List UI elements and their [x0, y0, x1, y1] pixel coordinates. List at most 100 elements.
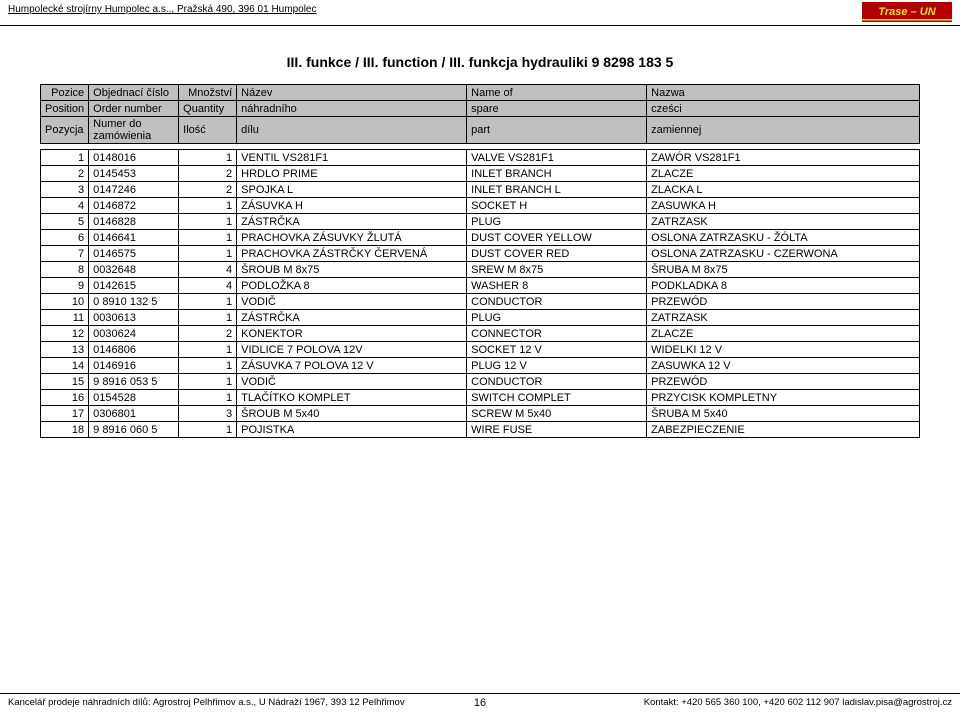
cell-pos: 6 — [41, 230, 89, 246]
cell-order: 0147246 — [89, 182, 179, 198]
page-footer: Kancelář prodeje náhradních dílů: Agrost… — [0, 693, 960, 708]
cell-name-pl: OSLONA ZATRZASKU - ŽÓLTA — [647, 230, 920, 246]
cell-pos: 15 — [41, 374, 89, 390]
table-body: 101480161VENTIL VS281F1VALVE VS281F1ZAWÓ… — [41, 144, 920, 438]
cell-name-en: CONDUCTOR — [467, 374, 647, 390]
cell-qty: 3 — [179, 406, 237, 422]
table-row: 159 8916 053 51VODIČCONDUCTORPRZEWÓD — [41, 374, 920, 390]
cell-name-en: WASHER 8 — [467, 278, 647, 294]
cell-order: 0146575 — [89, 246, 179, 262]
cell-order: 0146872 — [89, 198, 179, 214]
cell-order: 0146806 — [89, 342, 179, 358]
cell-name-pl: PRZEWÓD — [647, 294, 920, 310]
cell-qty: 4 — [179, 278, 237, 294]
cell-qty: 1 — [179, 342, 237, 358]
cell-qty: 1 — [179, 310, 237, 326]
table-row: 901426154PODLOŽKA 8WASHER 8PODKLADKA 8 — [41, 278, 920, 294]
cell-name-pl: OSLONA ZATRZASKU - CZERWONA — [647, 246, 920, 262]
th-pl-2: cześci — [647, 101, 920, 117]
cell-name-pl: PRZYCISK KOMPLETNY — [647, 390, 920, 406]
cell-name-pl: ŠRUBA M 5x40 — [647, 406, 920, 422]
th-pos-1: Pozice — [41, 85, 89, 101]
cell-name-en: INLET BRANCH — [467, 166, 647, 182]
cell-name-cz: SPOJKA L — [237, 182, 467, 198]
cell-name-cz: VENTIL VS281F1 — [237, 150, 467, 166]
cell-name-pl: WIDELKI 12 V — [647, 342, 920, 358]
cell-name-pl: ZASUWKA 12 V — [647, 358, 920, 374]
cell-pos: 12 — [41, 326, 89, 342]
cell-name-en: CONDUCTOR — [467, 294, 647, 310]
cell-pos: 7 — [41, 246, 89, 262]
cell-name-en: SCREW M 5x40 — [467, 406, 647, 422]
th-name-2: náhradního — [237, 101, 467, 117]
cell-name-cz: VIDLICE 7 POLOVA 12V — [237, 342, 467, 358]
cell-name-pl: ZLACKA L — [647, 182, 920, 198]
cell-order: 0146641 — [89, 230, 179, 246]
th-pl-1: Nazwa — [647, 85, 920, 101]
th-qty-1: Množství — [179, 85, 237, 101]
table-row: 301472462SPOJKA LINLET BRANCH LZLACKA L — [41, 182, 920, 198]
cell-name-en: WIRE FUSE — [467, 422, 647, 438]
footer-page-number: 16 — [474, 697, 486, 709]
cell-name-en: PLUG — [467, 310, 647, 326]
cell-order: 0 8910 132 5 — [89, 294, 179, 310]
th-qty-3: Ilość — [179, 117, 237, 144]
th-name-3: dílu — [237, 117, 467, 144]
cell-pos: 4 — [41, 198, 89, 214]
th-en-1: Name of — [467, 85, 647, 101]
cell-pos: 9 — [41, 278, 89, 294]
cell-order: 0032648 — [89, 262, 179, 278]
cell-name-en: CONNECTOR — [467, 326, 647, 342]
cell-qty: 2 — [179, 166, 237, 182]
parts-table: Pozice Objednací číslo Množství Název Na… — [40, 84, 920, 438]
cell-name-cz: PRACHOVKA ZÁSTRČKY ČERVENÁ — [237, 246, 467, 262]
cell-name-en: DUST COVER YELLOW — [467, 230, 647, 246]
table-row: 800326484ŠROUB M 8x75SREW M 8x75ŠRUBA M … — [41, 262, 920, 278]
cell-pos: 5 — [41, 214, 89, 230]
th-name-1: Název — [237, 85, 467, 101]
cell-pos: 17 — [41, 406, 89, 422]
cell-pos: 16 — [41, 390, 89, 406]
cell-name-cz: ŠROUB M 5x40 — [237, 406, 467, 422]
cell-pos: 18 — [41, 422, 89, 438]
cell-order: 0306801 — [89, 406, 179, 422]
cell-order: 0142615 — [89, 278, 179, 294]
cell-order: 0146916 — [89, 358, 179, 374]
th-pos-2: Position — [41, 101, 89, 117]
cell-name-en: INLET BRANCH L — [467, 182, 647, 198]
cell-order: 9 8916 053 5 — [89, 374, 179, 390]
table-row: 401468721ZÁSUVKA HSOCKET HZASUWKA H — [41, 198, 920, 214]
cell-qty: 1 — [179, 246, 237, 262]
th-en-2: spare — [467, 101, 647, 117]
th-ord-1: Objednací číslo — [89, 85, 179, 101]
cell-name-en: SREW M 8x75 — [467, 262, 647, 278]
cell-order: 0148016 — [89, 150, 179, 166]
cell-order: 9 8916 060 5 — [89, 422, 179, 438]
table-wrapper: Pozice Objednací číslo Množství Název Na… — [0, 84, 960, 438]
cell-name-cz: POJISTKA — [237, 422, 467, 438]
thead-row-3: Pozycja Numer do zamówienia Ilość dílu p… — [41, 117, 920, 144]
table-row: 501468281ZÁSTRČKAPLUGZATRZASK — [41, 214, 920, 230]
cell-name-cz: ZÁSUVKA 7 POLOVA 12 V — [237, 358, 467, 374]
header-company: Humpolecké strojírny Humpolec a.s.., Pra… — [8, 4, 316, 17]
cell-qty: 2 — [179, 326, 237, 342]
table-row: 1601545281TLAČÍTKO KOMPLETSWITCH COMPLET… — [41, 390, 920, 406]
cell-qty: 1 — [179, 390, 237, 406]
cell-name-cz: PODLOŽKA 8 — [237, 278, 467, 294]
cell-qty: 1 — [179, 358, 237, 374]
header-logo: Trase – UN — [862, 2, 952, 25]
footer-left: Kancelář prodeje náhradních dílů: Agrost… — [8, 697, 405, 708]
cell-qty: 1 — [179, 422, 237, 438]
cell-name-en: PLUG 12 V — [467, 358, 647, 374]
cell-qty: 1 — [179, 294, 237, 310]
cell-name-pl: ZATRZASK — [647, 310, 920, 326]
cell-qty: 2 — [179, 182, 237, 198]
cell-pos: 13 — [41, 342, 89, 358]
cell-pos: 11 — [41, 310, 89, 326]
th-ord-3: Numer do zamówienia — [89, 117, 179, 144]
cell-name-cz: ŠROUB M 8x75 — [237, 262, 467, 278]
cell-name-en: DUST COVER RED — [467, 246, 647, 262]
logo-icon: Trase – UN — [862, 2, 952, 22]
cell-pos: 8 — [41, 262, 89, 278]
cell-pos: 10 — [41, 294, 89, 310]
